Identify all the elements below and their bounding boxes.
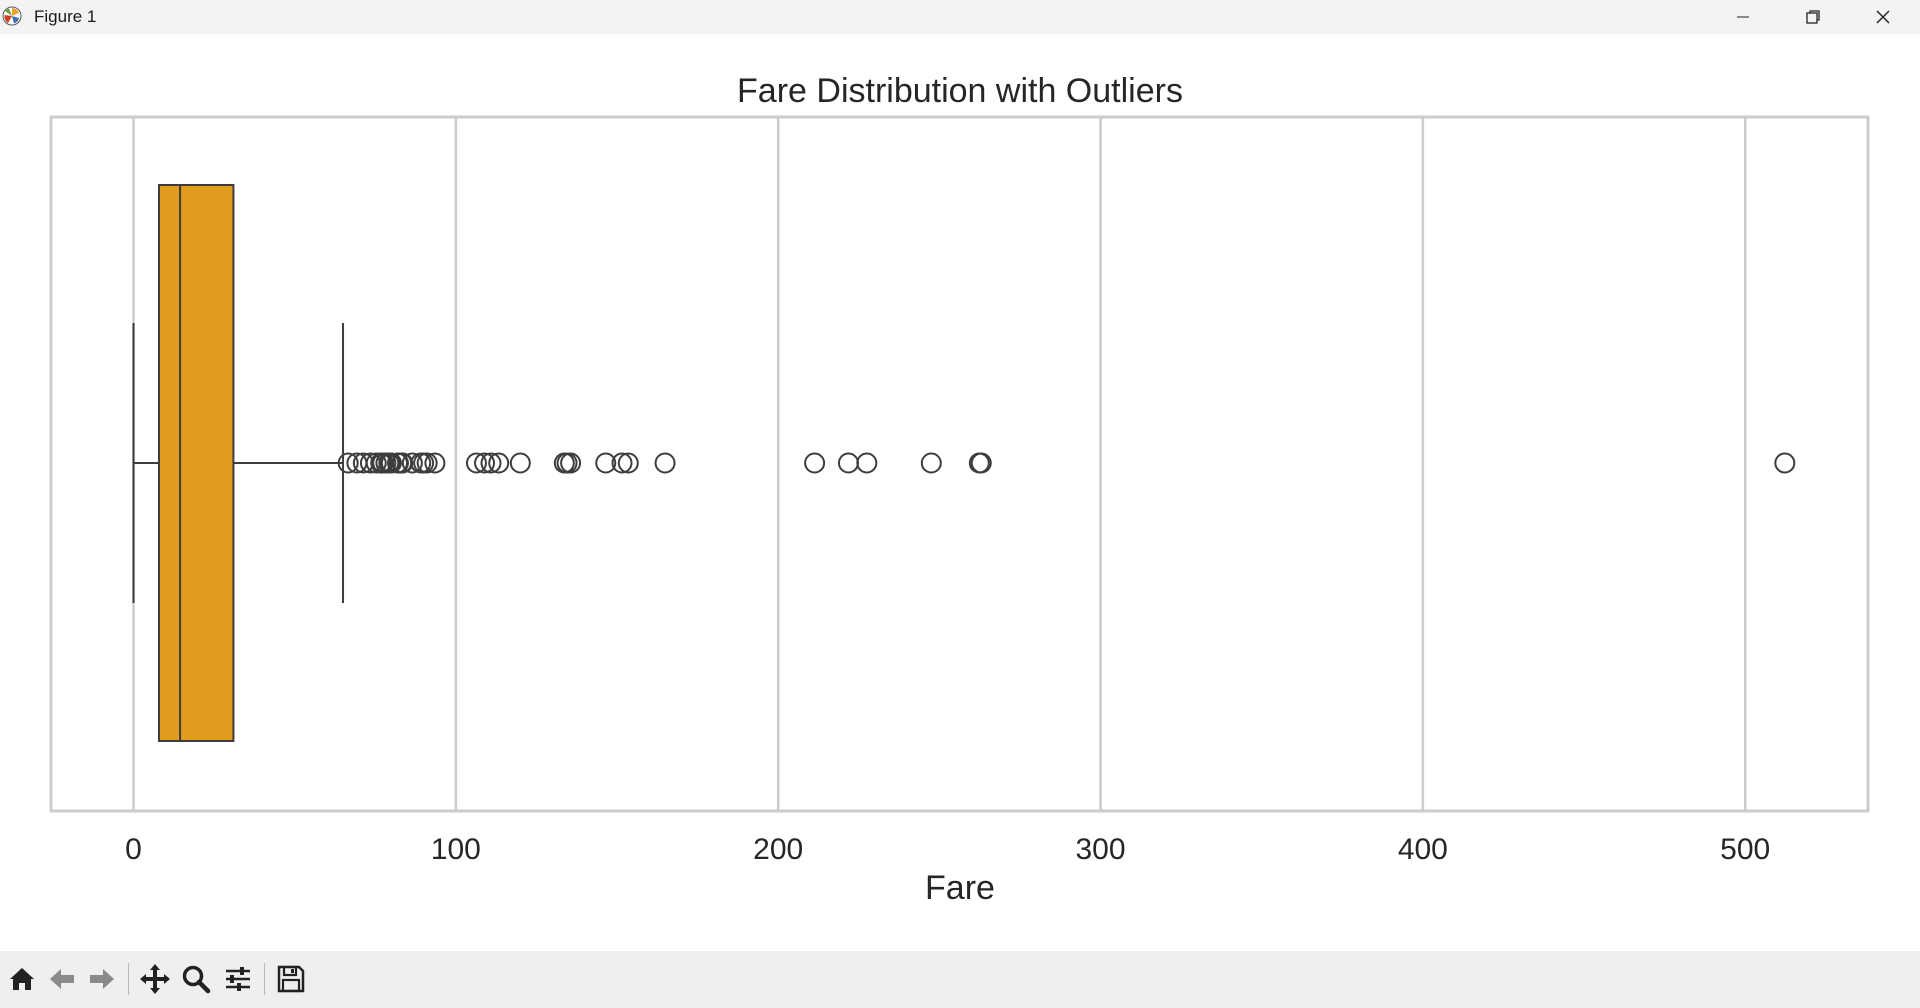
pan-button[interactable] bbox=[137, 961, 173, 997]
restore-button[interactable] bbox=[1778, 0, 1848, 34]
outlier-point bbox=[488, 452, 510, 474]
outlier-point bbox=[920, 452, 942, 474]
outlier-point bbox=[337, 452, 359, 474]
home-icon bbox=[10, 968, 34, 990]
configure-subplots-button[interactable] bbox=[220, 961, 256, 997]
outlier-point bbox=[1774, 452, 1796, 474]
chart-title: Fare Distribution with Outliers bbox=[737, 72, 1183, 110]
back-icon bbox=[50, 969, 74, 989]
iqr-box bbox=[157, 184, 235, 742]
x-axis-label: Fare bbox=[925, 869, 995, 907]
window-titlebar: Figure 1 bbox=[0, 0, 1920, 34]
close-icon bbox=[1876, 10, 1890, 24]
outlier-point bbox=[480, 452, 502, 474]
minimize-button[interactable] bbox=[1708, 0, 1778, 34]
boxplot bbox=[132, 184, 345, 742]
outlier-point bbox=[611, 452, 633, 474]
navigation-toolbar bbox=[0, 951, 1920, 1008]
x-tick-label: 100 bbox=[431, 833, 481, 866]
outlier-point bbox=[560, 452, 582, 474]
zoom-button[interactable] bbox=[178, 961, 214, 997]
outlier-point bbox=[617, 452, 639, 474]
toolbar-separator bbox=[128, 963, 129, 995]
outlier-point bbox=[509, 452, 531, 474]
figure-canvas: Fare Distribution with Outliers 0 100 200 3… bbox=[0, 34, 1920, 951]
outlier-point bbox=[401, 452, 423, 474]
save-button[interactable] bbox=[273, 961, 309, 997]
outlier-point bbox=[416, 452, 438, 474]
x-tick-label: 300 bbox=[1075, 833, 1125, 866]
save-icon bbox=[277, 965, 305, 993]
outlier-point bbox=[465, 452, 487, 474]
x-tick-label: 500 bbox=[1720, 833, 1770, 866]
toolbar-separator bbox=[264, 963, 265, 995]
x-tick-label: 400 bbox=[1398, 833, 1448, 866]
pan-icon bbox=[140, 964, 170, 994]
outlier-point bbox=[856, 452, 878, 474]
x-tick-label: 0 bbox=[125, 833, 142, 866]
forward-button[interactable] bbox=[84, 961, 120, 997]
zoom-icon bbox=[182, 965, 211, 994]
forward-icon bbox=[90, 969, 114, 989]
outlier-point bbox=[380, 452, 402, 474]
chart: Fare Distribution with Outliers 0 100 200 3… bbox=[49, 72, 1870, 907]
home-button[interactable] bbox=[4, 961, 40, 997]
outlier-point bbox=[970, 452, 992, 474]
outlier-point bbox=[595, 452, 617, 474]
outlier-point bbox=[474, 452, 496, 474]
matplotlib-icon bbox=[2, 6, 22, 26]
plot-frame bbox=[49, 115, 1870, 813]
grid-lines bbox=[132, 117, 1747, 811]
outlier-point bbox=[365, 452, 387, 474]
outlier-point bbox=[654, 452, 676, 474]
close-button[interactable] bbox=[1848, 0, 1918, 34]
configure-subplots-icon bbox=[226, 967, 250, 991]
x-tick-label: 200 bbox=[753, 833, 803, 866]
back-button[interactable] bbox=[44, 961, 80, 997]
outlier-points bbox=[337, 452, 1796, 474]
outlier-point bbox=[804, 452, 826, 474]
outlier-point bbox=[424, 452, 446, 474]
window-title: Figure 1 bbox=[34, 7, 97, 26]
x-axis-ticks: 0 100 200 300 400 500 bbox=[125, 833, 1770, 866]
restore-icon bbox=[1806, 10, 1820, 24]
minimize-icon bbox=[1737, 16, 1749, 18]
